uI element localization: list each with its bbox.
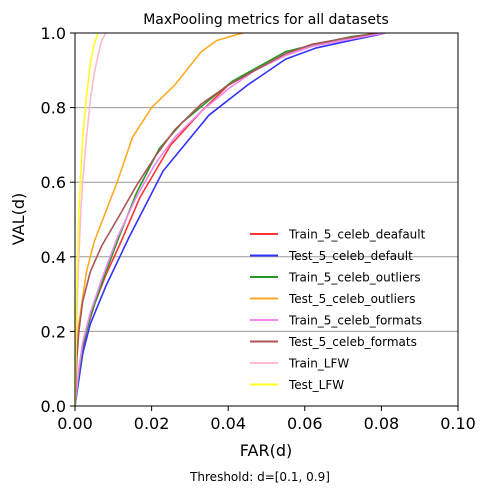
series-line-Train_LFW xyxy=(75,33,107,406)
x-tick-label: 0.10 xyxy=(440,414,476,433)
x-tick-label: 0.04 xyxy=(210,414,246,433)
x-tick-label: 0.06 xyxy=(287,414,323,433)
legend-label: Test_5_celeb_formats xyxy=(288,335,417,349)
legend-label: Train_LFW xyxy=(288,357,349,371)
tick-layer: 0.0 0.2 0.4 0.6 0.8 1.0 0.00 0.02 0.04 0.06 0.08 0.… xyxy=(41,24,476,433)
series-line-Test_LFW xyxy=(75,33,99,406)
y-tick-label: 1.0 xyxy=(41,24,66,43)
x-tick-label: 0.08 xyxy=(364,414,400,433)
legend-label: Train_5_celeb_formats xyxy=(288,314,422,328)
legend: Train_5_celeb_deafault Test_5_celeb_defau… xyxy=(250,228,426,392)
threshold-note: Threshold: d=[0.1, 0.9] xyxy=(189,470,330,484)
y-tick-label: 0.6 xyxy=(41,173,66,192)
x-tick-label: 0.02 xyxy=(134,414,170,433)
legend-label: Test_LFW xyxy=(288,378,344,392)
series-line-Train_5_celeb_formats xyxy=(75,33,386,406)
y-tick-label: 0.4 xyxy=(41,248,66,267)
y-tick-label: 0.8 xyxy=(41,99,66,118)
legend-label: Test_5_celeb_default xyxy=(288,249,413,263)
legend-label: Test_5_celeb_outliers xyxy=(288,292,415,306)
plot-frame xyxy=(74,32,459,407)
series-line-Test_5_celeb_formats xyxy=(75,33,378,406)
x-axis-label: FAR(d) xyxy=(240,441,292,460)
legend-label: Train_5_celeb_outliers xyxy=(288,271,421,285)
legend-label: Train_5_celeb_deafault xyxy=(288,228,426,242)
y-tick-label: 0.0 xyxy=(41,397,66,416)
series-line-Test_5_celeb_default xyxy=(75,33,386,406)
x-tick-label: 0.00 xyxy=(57,414,93,433)
y-axis-label: VAL(d) xyxy=(9,193,28,245)
chart-title: MaxPooling metrics for all datasets xyxy=(143,12,389,28)
y-tick-label: 0.2 xyxy=(41,322,66,341)
series-layer xyxy=(75,33,386,406)
